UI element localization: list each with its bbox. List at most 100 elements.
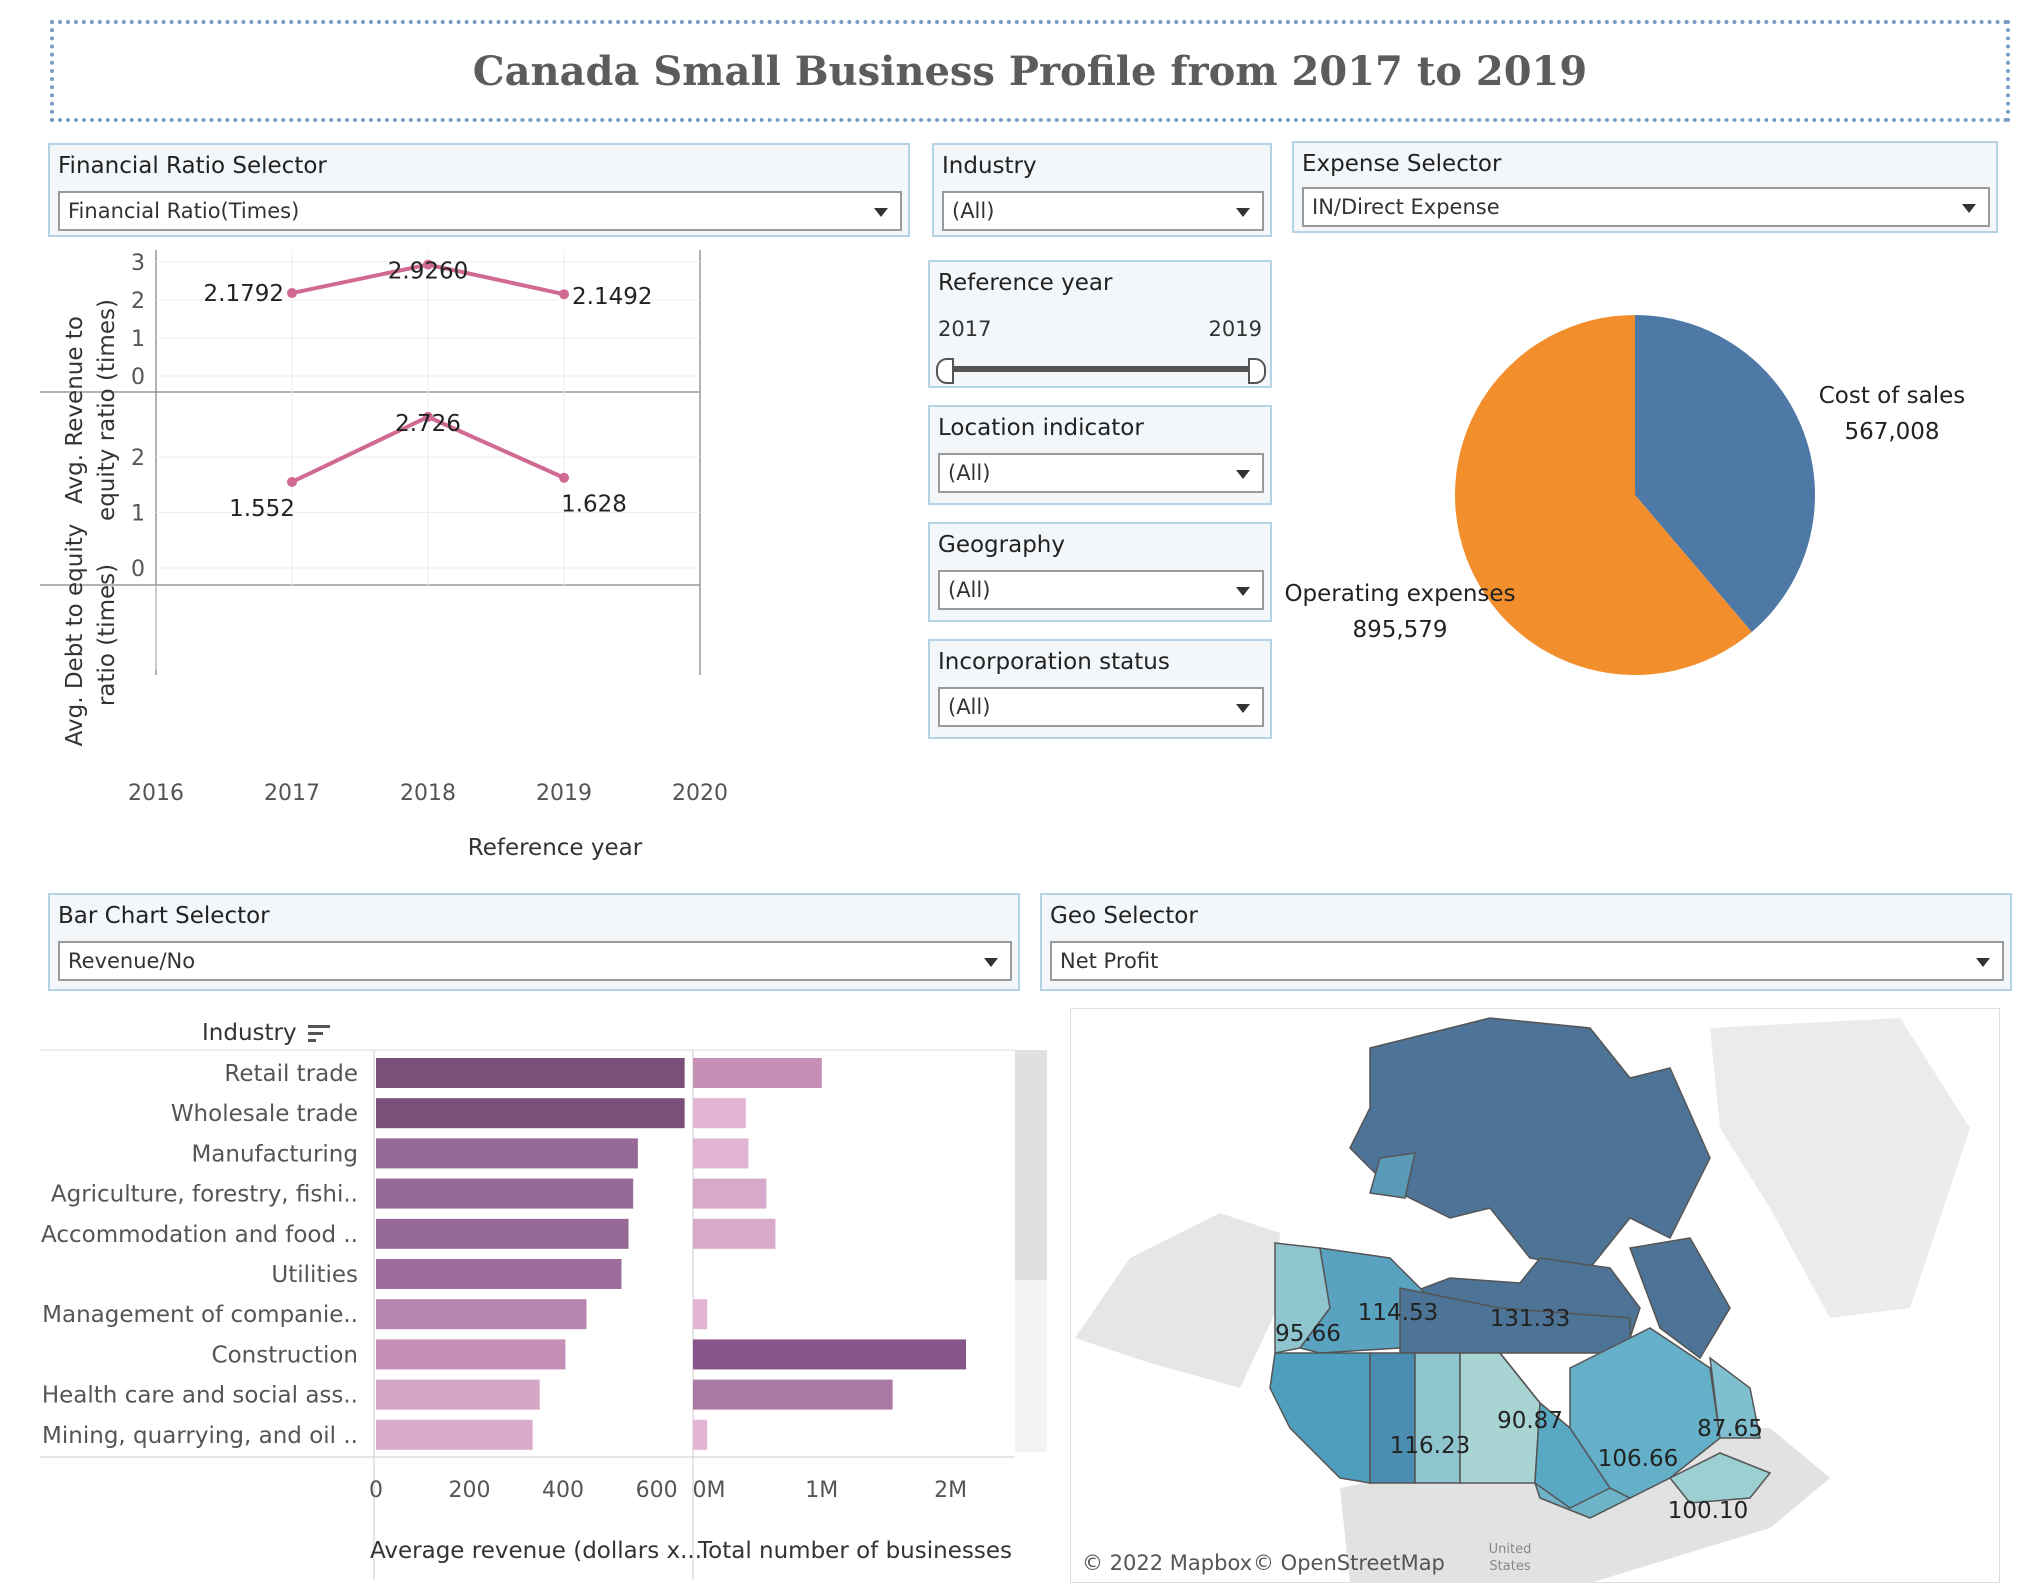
bar-count[interactable]	[693, 1178, 767, 1209]
chevron-down-icon	[1236, 587, 1250, 596]
chevron-down-icon	[1236, 470, 1250, 479]
bar-chart-dropdown[interactable]: Revenue/No	[58, 941, 1012, 981]
bar-count[interactable]	[693, 1299, 708, 1330]
bar-count-tick: 0M	[693, 1478, 726, 1503]
bar-count[interactable]	[693, 1098, 746, 1129]
map-label-nt: 114.53	[1358, 1300, 1438, 1326]
pie-slice[interactable]	[1455, 315, 1752, 675]
line-point[interactable]	[287, 476, 297, 487]
line-x-ticks: 2016 2017 2018 2019 2020	[128, 781, 728, 806]
geography-label: Geography	[938, 532, 1065, 558]
map-label-yt: 95.66	[1275, 1321, 1341, 1347]
pie-slice[interactable]	[1635, 315, 1815, 633]
mapbox-credit[interactable]: © 2022 Mapbox	[1082, 1551, 1252, 1575]
line-y-tick: 1	[131, 327, 145, 352]
bar-count-series	[693, 1058, 967, 1450]
alaska-land	[1075, 1213, 1280, 1388]
greenland-land	[1710, 1018, 1970, 1318]
bar-count[interactable]	[693, 1379, 893, 1410]
bar-count[interactable]	[693, 1138, 749, 1169]
financial-ratio-label: Financial Ratio Selector	[58, 153, 327, 179]
bar-revenue[interactable]	[376, 1058, 685, 1088]
line-y-tick: 3	[131, 251, 145, 276]
map-label-bc: 116.23	[1390, 1433, 1470, 1459]
geo-selector: Geo Selector Net Profit	[1040, 893, 2012, 991]
map-label-nu: 131.33	[1490, 1306, 1570, 1332]
bar-count[interactable]	[693, 1339, 967, 1370]
bar-revenue[interactable]	[376, 1098, 685, 1129]
reference-year-label: Reference year	[938, 270, 1113, 296]
bar-revenue[interactable]	[376, 1259, 622, 1289]
expense-dropdown[interactable]: IN/Direct Expense	[1302, 187, 1990, 227]
industry-filter: Industry (All)	[932, 143, 1272, 237]
dashboard-title: Canada Small Business Profile from 2017 …	[50, 20, 2010, 122]
expense-label: Expense Selector	[1302, 151, 1502, 177]
bar-category-label[interactable]: Health care and social ass..	[42, 1383, 358, 1409]
bar-revenue-tick: 0	[369, 1478, 383, 1503]
map-label-ns: 100.10	[1668, 1498, 1748, 1524]
pie-chart: Cost of sales 567,008 Operating expenses…	[1284, 315, 1965, 675]
bar-count-tick: 1M	[805, 1478, 838, 1503]
line-y-tick: 2	[131, 289, 145, 314]
pie-label-cost-of-sales-value: 567,008	[1844, 419, 1939, 445]
bar-count[interactable]	[693, 1218, 776, 1249]
bar-scrollbar-track[interactable]	[1015, 1280, 1047, 1452]
bar-chart-selector-label: Bar Chart Selector	[58, 903, 270, 929]
bottom-ylabel-line2: ratio (times)	[94, 564, 120, 706]
bar-category-label[interactable]: Utilities	[271, 1262, 358, 1288]
bar-category-label[interactable]: Manufacturing	[191, 1141, 358, 1167]
geo-dropdown[interactable]: Net Profit	[1050, 941, 2004, 981]
line-data-label: 2.1492	[572, 284, 652, 310]
slider-track[interactable]	[944, 366, 1256, 372]
bar-revenue-tick: 200	[449, 1478, 491, 1503]
bar-revenue[interactable]	[376, 1339, 566, 1370]
bar-revenue-title: Average revenue (dollars x...	[370, 1538, 702, 1564]
incorporation-label: Incorporation status	[938, 649, 1170, 675]
bar-revenue[interactable]	[376, 1299, 587, 1330]
line-x-tick: 2016	[128, 781, 184, 806]
line-point[interactable]	[559, 472, 569, 483]
bar-scrollbar-thumb[interactable]	[1015, 1050, 1047, 1280]
bar-category-label[interactable]: Construction	[212, 1342, 358, 1368]
bar-count[interactable]	[693, 1419, 708, 1450]
bar-category-label[interactable]: Accommodation and food ..	[41, 1222, 358, 1248]
line-y-tick: 1	[131, 502, 145, 527]
chevron-down-icon	[1976, 958, 1990, 967]
bar-revenue[interactable]	[376, 1218, 629, 1249]
financial-ratio-selector: Financial Ratio Selector Financial Ratio…	[48, 143, 910, 237]
industry-dropdown[interactable]: (All)	[942, 191, 1264, 231]
bar-x-ticks: 0 200 400 600 0M 1M 2M	[369, 1478, 967, 1503]
chevron-down-icon	[1236, 704, 1250, 713]
title-text: Canada Small Business Profile from 2017 …	[472, 47, 1588, 95]
canada-map[interactable]: 116.23 90.87 95.66 114.53 131.33 106.66 87.65 1…	[1070, 1008, 2000, 1583]
bar-chart-grid	[40, 1049, 1015, 1580]
geography-dropdown[interactable]: (All)	[938, 570, 1264, 610]
bar-revenue[interactable]	[376, 1379, 540, 1410]
pie-slices	[1455, 315, 1815, 675]
incorporation-dropdown[interactable]: (All)	[938, 687, 1264, 727]
financial-ratio-dropdown[interactable]: Financial Ratio(Times)	[58, 191, 902, 231]
bar-revenue[interactable]	[376, 1138, 638, 1169]
line-bottom-series: 0 1 2 1.552 2.726 1.628	[131, 411, 627, 582]
bar-count-title: Total number of businesses	[697, 1538, 1012, 1564]
line-point[interactable]	[287, 288, 297, 299]
slider-handle-max[interactable]	[1248, 358, 1266, 384]
bar-category-label[interactable]: Wholesale trade	[171, 1101, 358, 1127]
bar-category-label[interactable]: Retail trade	[224, 1061, 358, 1087]
line-point[interactable]	[423, 259, 433, 270]
line-data-label: 2.1792	[204, 281, 284, 307]
bar-category-label[interactable]: Agriculture, forestry, fishi..	[51, 1182, 358, 1208]
industry-label: Industry	[942, 153, 1037, 179]
slider-handle-min[interactable]	[936, 358, 954, 384]
chevron-down-icon	[874, 208, 888, 217]
bar-category-label[interactable]: Management of companie..	[42, 1302, 358, 1328]
bar-count[interactable]	[693, 1058, 822, 1088]
bar-revenue[interactable]	[376, 1419, 533, 1450]
line-point[interactable]	[423, 411, 433, 422]
line-point[interactable]	[559, 289, 569, 300]
osm-credit[interactable]: © OpenStreetMap	[1253, 1551, 1445, 1575]
sort-icon[interactable]	[308, 1025, 330, 1042]
location-dropdown[interactable]: (All)	[938, 453, 1264, 493]
bar-category-label[interactable]: Mining, quarrying, and oil ..	[42, 1423, 358, 1449]
bar-revenue[interactable]	[376, 1178, 634, 1209]
